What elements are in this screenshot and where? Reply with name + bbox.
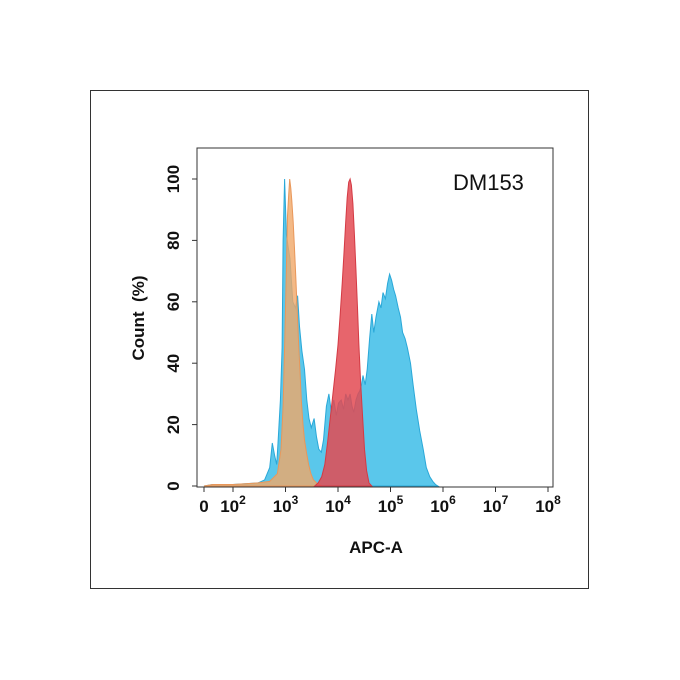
- y-tick-label: 60: [164, 292, 183, 311]
- x-tick-label: 104: [325, 493, 351, 516]
- y-tick-label: 40: [164, 354, 183, 373]
- series-layer: [203, 177, 440, 487]
- x-axis: 0 102 103 104 105 106 107 108: [199, 487, 561, 516]
- x-tick-label: 103: [273, 493, 299, 516]
- chart-frame: 0 102 103 104 105 106 107 108 0 20 40 60 80 100 DM15…: [90, 90, 589, 589]
- x-axis-title: APC-A: [349, 538, 403, 557]
- y-tick-label: 80: [164, 231, 183, 250]
- y-axis-title: Count (%): [129, 276, 148, 361]
- histogram-series-2: [203, 178, 323, 487]
- y-tick-label: 100: [164, 165, 183, 193]
- histogram-series-1: [203, 178, 440, 487]
- x-tick-label: 102: [220, 493, 246, 516]
- x-tick-label: 0: [199, 497, 208, 516]
- histogram-series-3: [313, 177, 373, 487]
- x-tick-label: 105: [378, 493, 404, 516]
- y-axis: 0 20 40 60 80 100: [164, 165, 197, 491]
- plot-area-border: [196, 147, 554, 488]
- x-tick-label: 107: [483, 493, 509, 516]
- sample-annotation: DM153: [453, 170, 524, 195]
- flow-histogram-chart: 0 102 103 104 105 106 107 108 0 20 40 60 80 100 DM15…: [129, 147, 561, 557]
- x-tick-label: 106: [430, 493, 456, 516]
- x-tick-label: 108: [535, 493, 561, 516]
- y-tick-label: 20: [164, 415, 183, 434]
- y-tick-label: 0: [164, 481, 183, 490]
